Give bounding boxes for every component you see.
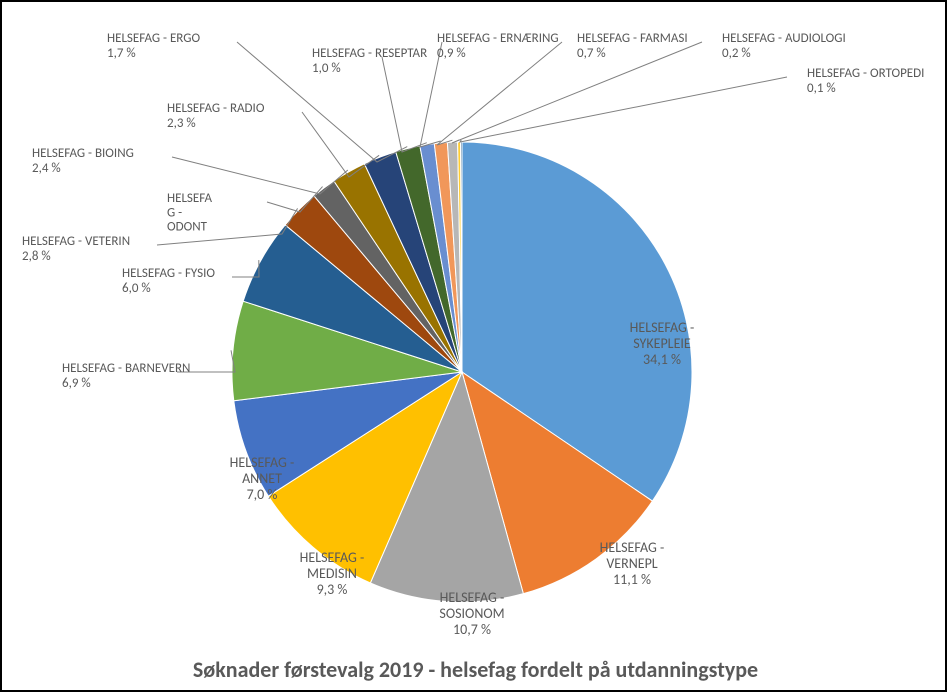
slice-label: HELSEFAG - ORTOPEDI0,1 % (807, 66, 924, 96)
slice-label: HELSEFAG -SOSIONOM10,7 % (439, 589, 504, 638)
chart-frame: HELSEFAG -SYKEPLEIE34,1 %HELSEFAG -VERNE… (0, 0, 947, 692)
slice-label: HELSEFAG - BIOING2,4 % (32, 146, 134, 176)
slice-label: HELSEFAG - AUDIOLOGI0,2 % (722, 31, 846, 61)
slice-label: HELSEFAG - RESEPTAR1,0 % (312, 46, 427, 76)
slice-label: HELSEFAG - FARMASI0,7 % (577, 31, 688, 61)
slice-label: HELSEFAG - BARNEVERN6,9 % (62, 361, 190, 391)
slice-label: HELSEFAG - RADIO2,3 % (167, 101, 265, 131)
slice-label: HELSEFAG -ODONT (167, 191, 212, 235)
leader-line (460, 77, 787, 142)
slice-label: HELSEFAG - ERGO1,7 % (107, 31, 200, 61)
slice-label: HELSEFAG - VETERIN2,8 % (22, 234, 130, 264)
slice-label: HELSEFAG - ERNÆRING0,9 % (437, 31, 559, 61)
slice-label: HELSEFAG -MEDISIN9,3 % (300, 549, 365, 598)
leader-line (382, 57, 427, 152)
slice-label: HELSEFAG -VERNEPL11,1 % (600, 539, 665, 588)
chart-title: Søknader førstevalg 2019 - helsefag ford… (2, 657, 947, 682)
pie-chart-svg: HELSEFAG -SYKEPLEIE34,1 %HELSEFAG -VERNE… (2, 2, 947, 692)
slice-label: HELSEFAG - FYSIO6,0 % (122, 266, 215, 296)
